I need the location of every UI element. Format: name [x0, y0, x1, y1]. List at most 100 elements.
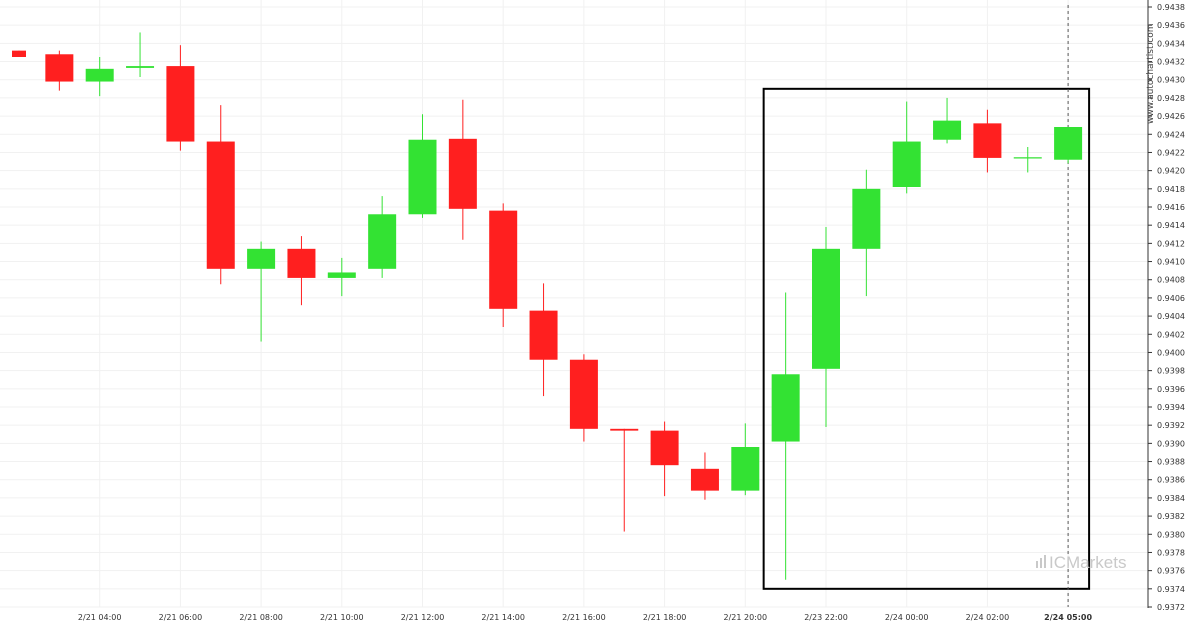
candle-body — [610, 428, 639, 431]
candle-up — [731, 423, 760, 496]
y-tick-label: 0.9436 — [1157, 21, 1185, 30]
pattern-box — [762, 87, 1091, 590]
y-tick-label: 0.9416 — [1157, 203, 1185, 212]
y-tick-label: 0.9410 — [1157, 258, 1185, 267]
candle-down — [569, 354, 598, 442]
y-tick-label: 0.9388 — [1157, 458, 1185, 467]
candle-body — [206, 141, 235, 269]
candle-body — [731, 447, 760, 491]
y-tick-label: 0.9418 — [1157, 185, 1185, 194]
x-tick-label: 2/21 04:00 — [78, 613, 122, 622]
candle-body — [1054, 127, 1083, 160]
candle-body — [529, 310, 558, 360]
y-tick-label: 0.9390 — [1157, 439, 1185, 448]
y-tick-label: 0.9394 — [1157, 403, 1185, 412]
x-tick-label: 2/21 08:00 — [239, 613, 283, 622]
x-tick-label: 2/21 10:00 — [320, 613, 364, 622]
y-tick-label: 0.9400 — [1157, 348, 1185, 357]
candle-down — [489, 203, 518, 327]
candle-body — [327, 272, 356, 278]
candle-body — [973, 123, 1002, 158]
y-tick-label: 0.9412 — [1157, 239, 1185, 248]
candle-up — [408, 114, 437, 218]
candle-body — [166, 66, 195, 142]
y-tick-label: 0.9424 — [1157, 130, 1185, 139]
candle-body — [448, 138, 477, 209]
x-tick-label: 2/24 00:00 — [885, 613, 929, 622]
candle-down — [448, 99, 477, 240]
candle-body — [771, 374, 800, 442]
brand-name: Markets — [1066, 553, 1126, 572]
candle-down — [206, 105, 235, 285]
candle-body — [368, 214, 397, 269]
candle-body — [126, 66, 155, 68]
candle-up — [327, 257, 356, 297]
candle-up — [892, 101, 921, 194]
candle-body — [812, 248, 840, 369]
candle-body — [569, 359, 598, 429]
x-tick-label: 2/21 18:00 — [643, 613, 687, 622]
brand-logo-bar — [1036, 561, 1038, 568]
y-tick-label: 0.9430 — [1157, 76, 1185, 85]
watermark-site: www.autochartist.com — [1146, 23, 1156, 124]
candle-body — [852, 188, 881, 249]
x-tick-label: 2/21 16:00 — [562, 613, 606, 622]
y-tick-label: 0.9392 — [1157, 421, 1185, 430]
candle-up — [126, 32, 155, 77]
y-tick-label: 0.9432 — [1157, 58, 1185, 67]
brand-logo: ICMarkets — [1036, 553, 1126, 572]
candle-up — [771, 292, 800, 580]
candle-down — [650, 421, 679, 497]
brand-logo-text: ICMarkets — [1049, 553, 1126, 572]
candle-up — [852, 169, 881, 297]
y-tick-label: 0.9376 — [1157, 567, 1185, 576]
candle-down — [610, 428, 639, 532]
candle-up — [812, 227, 840, 427]
candle-body — [892, 141, 921, 187]
y-tick-label: 0.9372 — [1157, 603, 1185, 612]
x-tick-label: 2/21 12:00 — [401, 613, 445, 622]
brand-logo-bar — [1040, 558, 1042, 568]
candle-up — [933, 97, 962, 144]
pattern-box-layer — [762, 5, 1091, 607]
candle-body — [408, 139, 437, 215]
y-tick-label: 0.9382 — [1157, 512, 1185, 521]
y-tick-label: 0.9414 — [1157, 221, 1185, 230]
candle-body — [933, 120, 962, 140]
candle-down — [287, 236, 316, 306]
y-tick-label: 0.9422 — [1157, 148, 1185, 157]
candle-up — [247, 241, 276, 342]
y-tick-label: 0.9434 — [1157, 39, 1185, 48]
x-tick-label: 2/23 22:00 — [804, 613, 848, 622]
x-tick-label: 2/24 05:00 — [1044, 613, 1092, 622]
y-tick-label: 0.9426 — [1157, 112, 1185, 121]
candle-body — [247, 248, 276, 269]
candle-down — [690, 452, 719, 500]
y-tick-label: 0.9406 — [1157, 294, 1185, 303]
y-axis: 0.9372 0.9374 0.9376 0.9378 0.9380 0.9382 0.93… — [1147, 0, 1185, 612]
candle-up — [1013, 147, 1042, 173]
y-tick-label: 0.9378 — [1157, 548, 1185, 557]
x-tick-label: 2/24 02:00 — [966, 613, 1010, 622]
candle-down — [12, 50, 26, 57]
y-tick-label: 0.9408 — [1157, 276, 1185, 285]
brand-prefix: IC — [1049, 553, 1066, 572]
candle-body — [650, 430, 679, 466]
candle-up — [368, 196, 397, 278]
y-tick-label: 0.9404 — [1157, 312, 1185, 321]
y-tick-label: 0.9428 — [1157, 94, 1185, 103]
candle-up — [85, 57, 114, 97]
y-tick-label: 0.9384 — [1157, 494, 1185, 503]
y-tick-label: 0.9402 — [1157, 330, 1185, 339]
candle-up — [1054, 127, 1083, 164]
candle-down — [529, 283, 558, 397]
candle-body — [45, 54, 74, 82]
y-tick-label: 0.9438 — [1157, 3, 1185, 12]
candle-body — [489, 210, 518, 309]
x-tick-label: 2/21 06:00 — [159, 613, 203, 622]
candle-body — [287, 248, 316, 278]
y-tick-label: 0.9420 — [1157, 167, 1185, 176]
candle-body — [85, 68, 114, 82]
x-tick-label: 2/21 14:00 — [481, 613, 525, 622]
